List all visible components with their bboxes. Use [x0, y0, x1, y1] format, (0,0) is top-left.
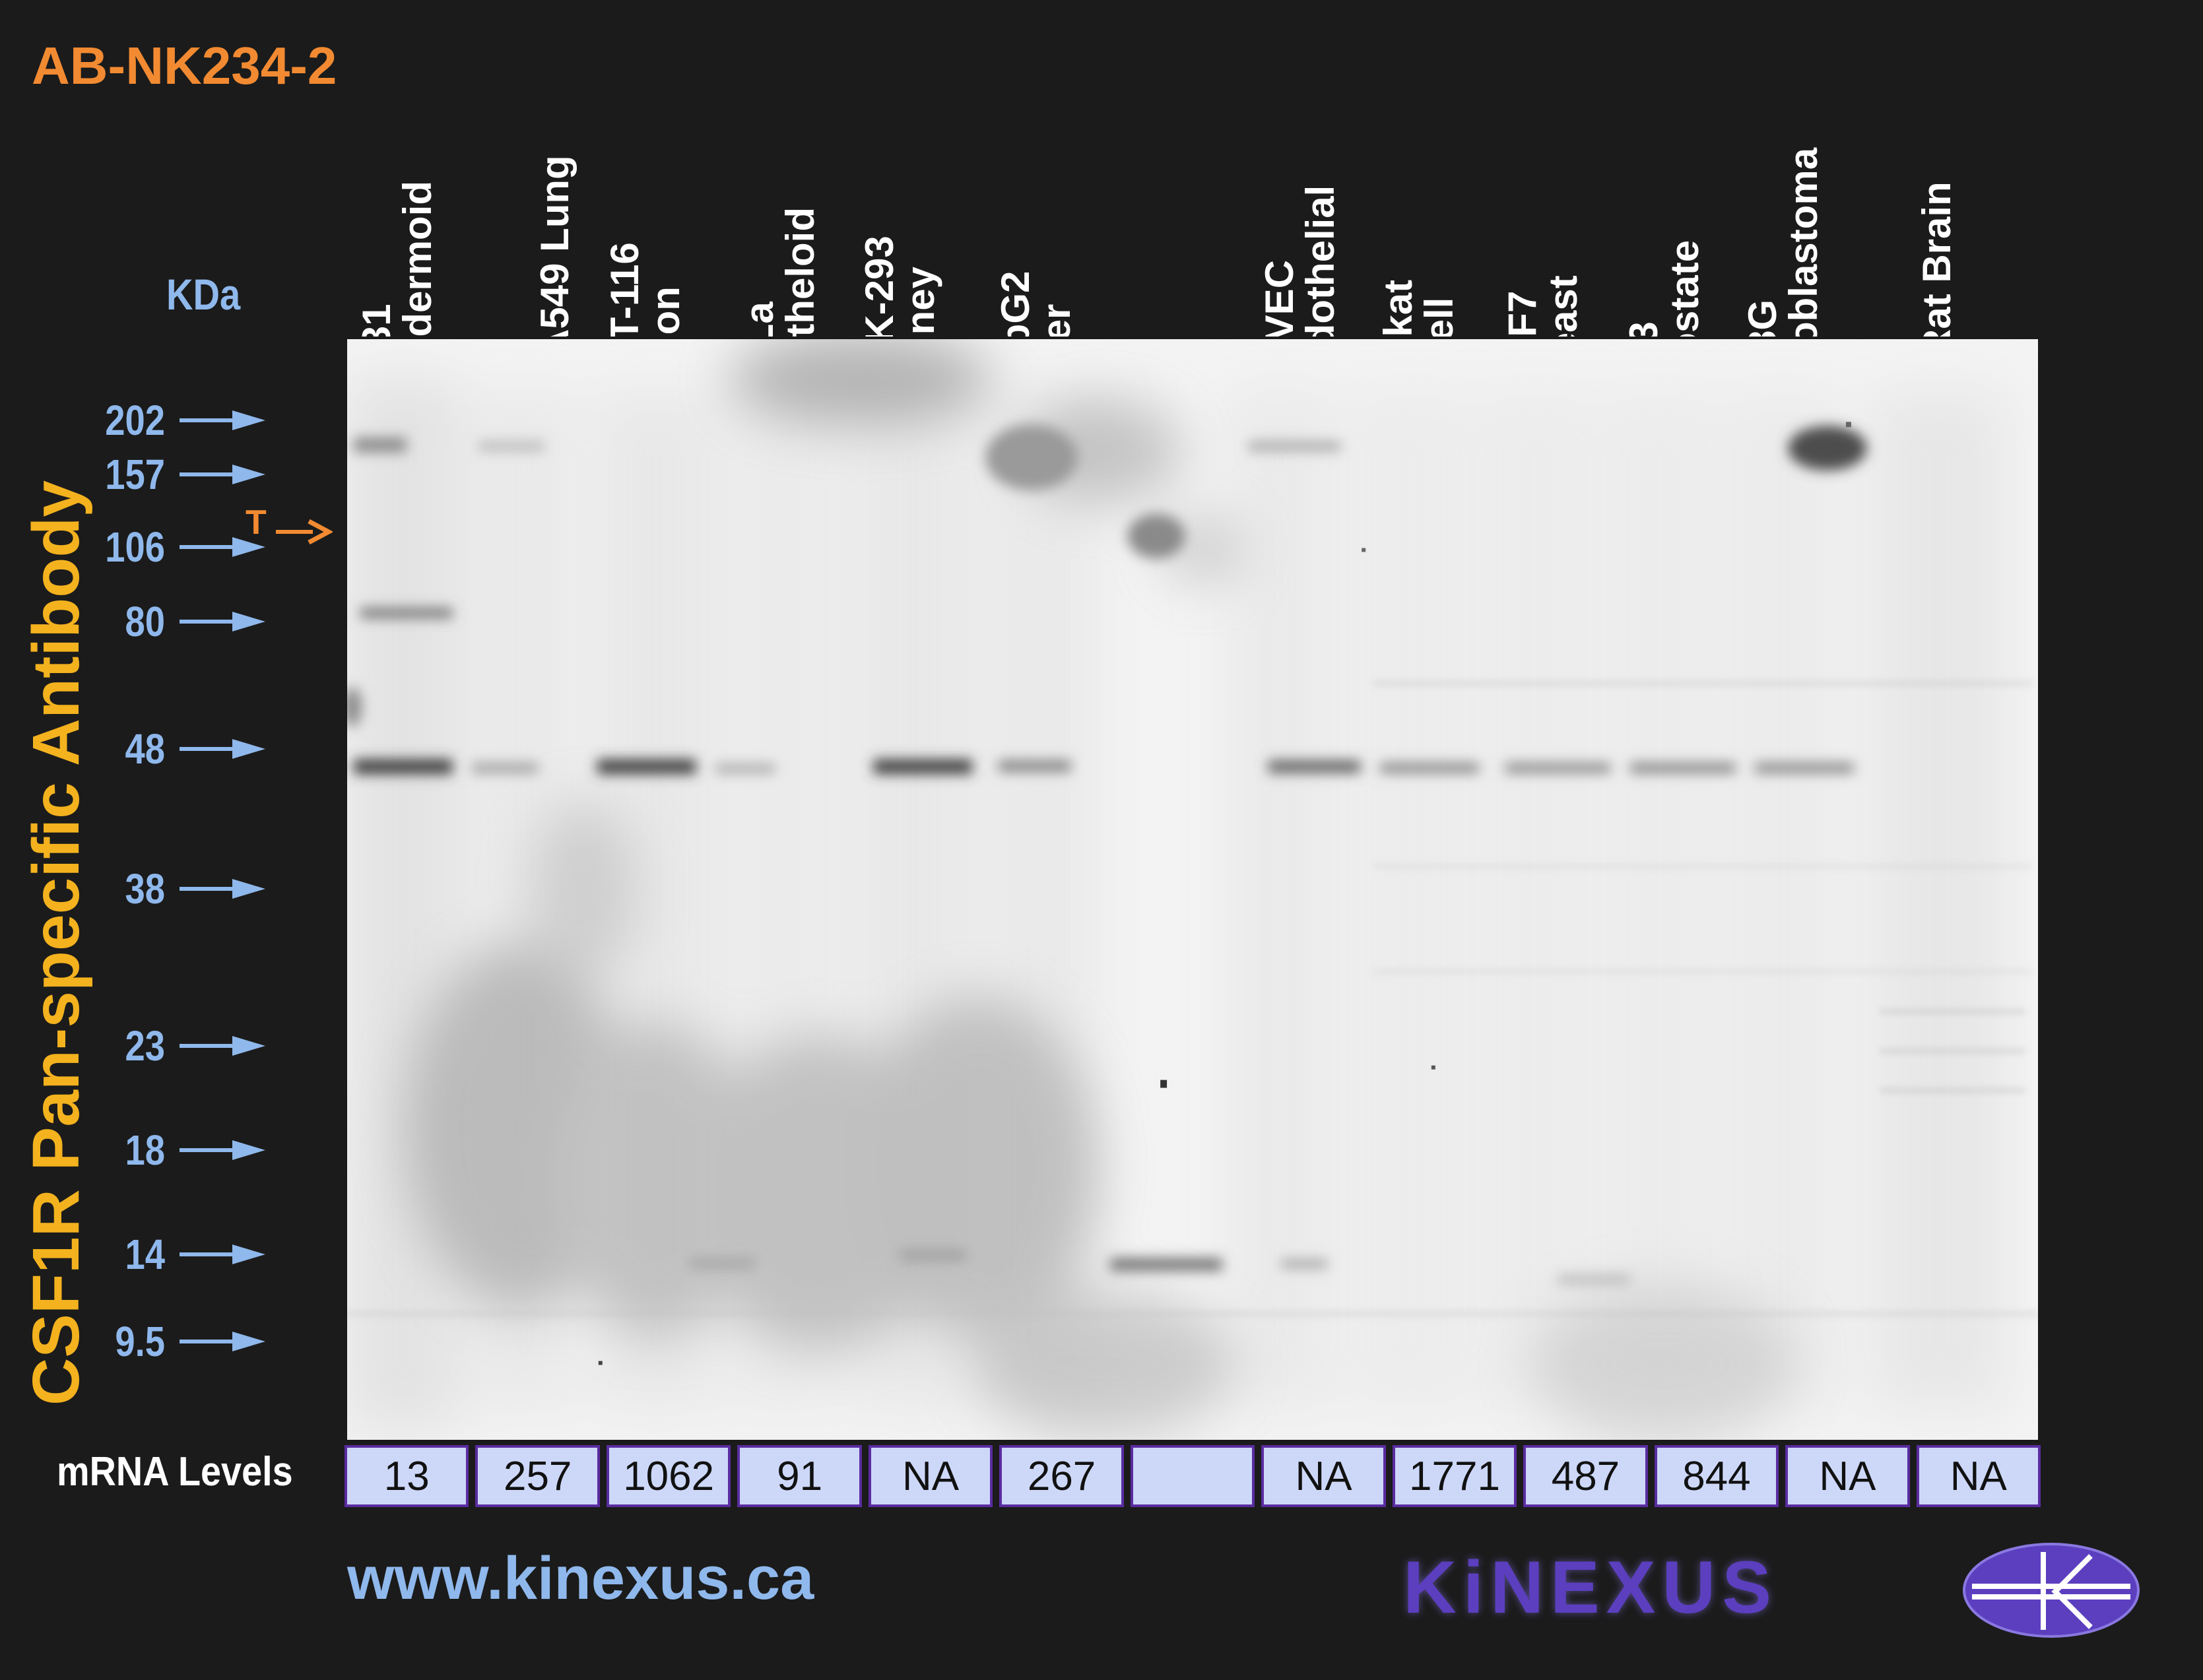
kinexus-logo: KiNEXUS KiNEXUS: [1403, 1546, 1778, 1629]
mrna-cell: 1062: [606, 1445, 731, 1507]
mw-marker-label: 18: [125, 1126, 165, 1174]
mw-marker: 23: [53, 1022, 265, 1070]
blot-drawing: [347, 339, 2038, 1440]
mw-marker: 38: [53, 865, 265, 913]
lane-label-line1: A549 Lung: [533, 155, 577, 358]
mw-marker-label: 23: [125, 1022, 165, 1070]
mw-marker-label: 9.5: [115, 1318, 165, 1365]
mw-marker-label: 157: [105, 451, 165, 498]
arrow-right-icon: [180, 465, 265, 484]
arrow-right-icon: [180, 537, 265, 557]
mw-marker-label: 106: [105, 523, 165, 571]
mrna-cell: 844: [1654, 1445, 1779, 1507]
mrna-cell: 267: [999, 1445, 1124, 1507]
mrna-cell: 1771: [1392, 1445, 1517, 1507]
mrna-levels-label: mRNA Levels: [57, 1449, 293, 1495]
arrow-right-icon: [180, 1244, 265, 1264]
target-marker-label: T: [246, 503, 267, 542]
mrna-levels-row: 13 257 1062 91 NA 267 NA 1771 487 844 NA…: [345, 1445, 2041, 1510]
brand-glow: KiNEXUS: [1403, 1546, 1778, 1629]
mw-marker-label: 38: [125, 865, 165, 913]
mrna-cell: 13: [345, 1445, 469, 1507]
mrna-cell: [1130, 1445, 1255, 1507]
mw-marker-label: 48: [125, 725, 165, 773]
mw-marker: 48: [53, 725, 265, 773]
mw-marker: 80: [53, 598, 265, 645]
mrna-cell: NA: [1785, 1445, 1910, 1507]
kda-label: KDa: [166, 270, 241, 319]
mw-marker: 18: [53, 1126, 265, 1174]
mrna-cell: NA: [1916, 1445, 2041, 1507]
mw-marker: 9.5: [53, 1318, 265, 1365]
mw-marker-label: 14: [125, 1231, 165, 1278]
arrow-right-icon: [180, 612, 265, 631]
lane-label-line1: Rat Brain: [1915, 181, 1959, 358]
mw-marker: 202: [53, 397, 265, 444]
mw-marker: 14: [53, 1231, 265, 1278]
mw-marker-label: 80: [125, 598, 165, 645]
product-code: AB-NK234-2: [32, 36, 337, 95]
arrow-right-icon: [180, 739, 265, 759]
arrow-right-icon: [180, 410, 265, 430]
arrow-right-icon: [180, 1036, 265, 1056]
target-arrow-icon: [276, 519, 333, 545]
brand-wordmark: KiNEXUS: [1403, 1546, 1778, 1629]
mrna-cell: 91: [737, 1445, 862, 1507]
mw-marker-label: 202: [105, 397, 165, 444]
mrna-cell: 487: [1523, 1445, 1648, 1507]
western-blot-image: [345, 337, 2041, 1442]
mrna-cell: 257: [475, 1445, 600, 1507]
arrow-right-icon: [180, 1140, 265, 1160]
mw-marker: 106: [53, 523, 265, 571]
arrow-right-icon: [180, 879, 265, 899]
mrna-cell: NA: [868, 1445, 993, 1507]
lane-label: A549 Lung: [533, 155, 577, 358]
mw-marker: 157: [53, 451, 265, 498]
lane-label: Rat Brain: [1915, 181, 1959, 358]
mrna-cell: NA: [1261, 1445, 1386, 1507]
arrow-right-icon: [180, 1332, 265, 1351]
kinexus-emblem-icon: [1963, 1543, 2140, 1638]
website-link[interactable]: www.kinexus.ca: [347, 1545, 814, 1612]
